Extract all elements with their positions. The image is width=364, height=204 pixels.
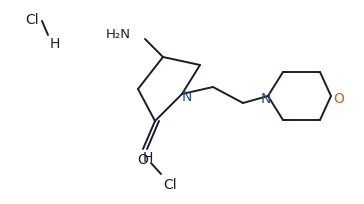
Text: H: H: [143, 150, 153, 164]
Text: Cl: Cl: [25, 13, 39, 27]
Text: O: O: [333, 92, 344, 105]
Text: O: O: [138, 152, 149, 166]
Text: N: N: [261, 92, 271, 105]
Text: H₂N: H₂N: [106, 27, 131, 40]
Text: N: N: [182, 90, 192, 103]
Text: H: H: [50, 37, 60, 51]
Text: Cl: Cl: [163, 177, 177, 191]
